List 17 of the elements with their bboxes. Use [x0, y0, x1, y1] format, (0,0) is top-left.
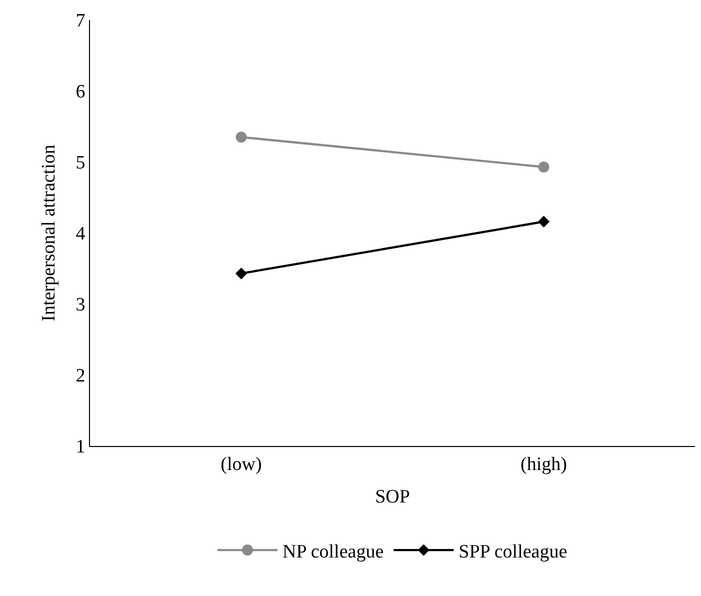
legend-label: SPP colleague	[458, 541, 568, 562]
y-axis-title: Interpersonal attraction	[38, 144, 60, 322]
x-tick-label: (high)	[520, 454, 567, 475]
point	[538, 216, 550, 228]
y-tick-label: 4	[76, 224, 86, 245]
y-tick-label: 2	[76, 366, 86, 387]
legend-label: NP colleague	[282, 541, 384, 562]
y-tick-label: 6	[76, 82, 86, 103]
point	[235, 268, 248, 280]
y-tick-label: 7	[76, 10, 86, 32]
x-tick-label: (low)	[220, 454, 262, 475]
y-tick-label: 5	[76, 152, 86, 174]
y-tick-label: 3	[76, 294, 86, 316]
point	[538, 161, 550, 172]
y-tick-label: 1	[76, 436, 86, 458]
x-axis-title: SOP	[375, 486, 410, 508]
point	[236, 132, 247, 143]
